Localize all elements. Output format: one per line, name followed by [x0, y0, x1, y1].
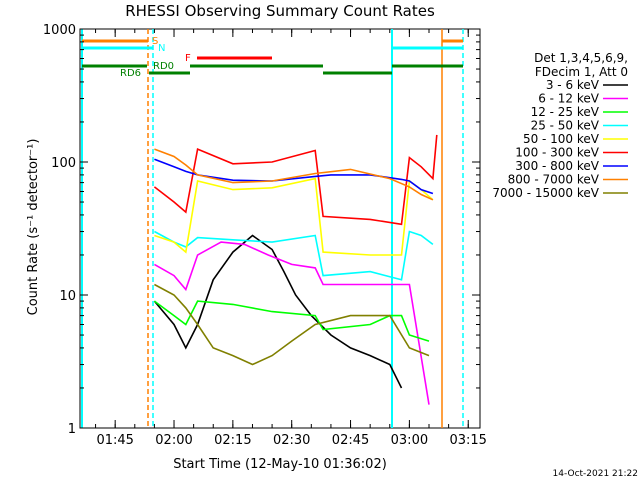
legend-header-2: FDecim 1, Att 0: [535, 65, 628, 79]
x-tick-label: 03:00: [391, 433, 428, 448]
legend-label: 7000 - 15000 keV: [492, 186, 599, 200]
series-line-300-800-kev: [154, 158, 434, 195]
n-flag-label: N: [158, 43, 165, 54]
legend-label: 300 - 800 keV: [515, 159, 599, 173]
rd6-flag-label: RD6: [120, 68, 141, 79]
y-axis-label: Count Rate (s⁻¹ detector⁻¹): [26, 139, 41, 316]
legend-label: 50 - 100 keV: [523, 132, 600, 146]
f-flag-label: F: [185, 53, 191, 64]
observing-flags: SN F RD0 RD6: [81, 29, 464, 428]
legend-label: 800 - 7000 keV: [508, 173, 600, 187]
x-tick-label: 02:30: [273, 433, 310, 448]
y-tick-label: 100: [51, 156, 76, 171]
series-line-25-50-kev: [154, 230, 434, 281]
legend-label: 12 - 25 keV: [531, 105, 600, 119]
legend-header-1: Det 1,3,4,5,6,9,: [534, 51, 628, 65]
legend-label: 6 - 12 keV: [538, 92, 600, 106]
x-tick-label: 02:00: [155, 433, 192, 448]
x-tick-label: 02:45: [332, 433, 369, 448]
x-axis-label: Start Time (12-May-10 01:36:02): [173, 457, 387, 472]
y-tick-label: 10: [59, 289, 76, 304]
series-line-800-7000-kev: [154, 148, 434, 201]
x-tick-label: 03:15: [449, 433, 486, 448]
series-line-6-12-kev: [154, 241, 430, 405]
series-line-3-6-kev: [153, 234, 403, 389]
series-line-7000-15000-kev: [154, 283, 430, 366]
y-tick-label: 1: [68, 422, 76, 437]
s-flag-label: S: [152, 36, 158, 47]
legend-label: 100 - 300 keV: [515, 146, 599, 160]
plot-frame: [79, 28, 481, 429]
chart-title: RHESSI Observing Summary Count Rates: [125, 2, 435, 20]
axes: 01:45 02:00 02:15 02:30 02:45 03:00 03:15 1 10 10…: [43, 23, 487, 448]
series-lines: [153, 134, 438, 405]
legend: Det 1,3,4,5,6,9, FDecim 1, Att 0 3 - 6 k…: [492, 51, 628, 200]
series-line-12-25-kev: [153, 300, 430, 342]
series-line-100-300-kev: [153, 134, 438, 226]
y-tick-label: 1000: [43, 23, 76, 38]
rd0-flag-label: RD0: [153, 61, 174, 72]
x-tick-label: 02:15: [214, 433, 251, 448]
timestamp: 14-Oct-2021 21:22: [553, 469, 638, 479]
plot-area: [79, 28, 481, 429]
x-tick-label: 01:45: [96, 433, 133, 448]
legend-label: 3 - 6 keV: [546, 78, 600, 92]
legend-label: 25 - 50 keV: [531, 119, 600, 133]
